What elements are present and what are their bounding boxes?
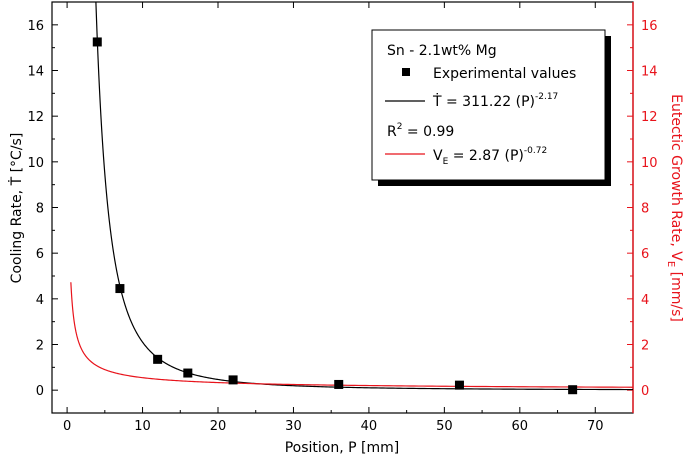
- experimental-point: [334, 379, 344, 389]
- x-tick-label: 50: [436, 419, 453, 434]
- y-left-axis-ticks: 0 2 4 6 8 10 12 14 16: [27, 19, 58, 399]
- legend-label-cooling-fit: Ṫ = 311.22 (P)-2.17: [432, 92, 558, 110]
- y-left-tick-label: 0: [36, 384, 44, 399]
- y-left-tick-label: 4: [36, 293, 44, 308]
- experimental-point: [153, 354, 163, 364]
- x-axis-title: Position, P [mm]: [285, 440, 400, 456]
- legend-r-squared: R2 = 0.99: [387, 122, 454, 140]
- legend-marker-experimental: [402, 68, 410, 76]
- y-left-tick-label: 10: [27, 156, 44, 171]
- y-right-tick-label: 2: [641, 339, 649, 354]
- y-right-tick-label: 16: [641, 19, 658, 34]
- x-tick-label: 0: [63, 419, 71, 434]
- legend: Sn - 2.1wt% Mg Experimental values Ṫ = 3…: [371, 29, 611, 186]
- x-axis-ticks: 0 10 20 30 40 50 60 70: [63, 2, 604, 434]
- experimental-markers: [92, 37, 578, 395]
- y-left-tick-label: 2: [36, 339, 44, 354]
- x-tick-label: 70: [587, 419, 604, 434]
- x-tick-label: 20: [210, 419, 227, 434]
- x-tick-label: 10: [134, 419, 151, 434]
- experimental-point: [183, 368, 193, 378]
- y-right-tick-label: 6: [641, 247, 649, 262]
- x-tick-label: 40: [361, 419, 378, 434]
- y-left-tick-label: 6: [36, 247, 44, 262]
- y-left-tick-label: 16: [27, 19, 44, 34]
- y-left-tick-label: 8: [36, 202, 44, 217]
- experimental-point: [454, 380, 464, 390]
- y-left-axis-title: Cooling Rate, Ṫ [°C/s]: [7, 133, 25, 284]
- y-right-tick-label: 14: [641, 65, 658, 80]
- legend-title: Sn - 2.1wt% Mg: [387, 43, 497, 59]
- y-right-tick-label: 12: [641, 110, 658, 125]
- y-left-tick-label: 12: [27, 110, 44, 125]
- y-right-tick-label: 10: [641, 156, 658, 171]
- y-right-axis-title: Eutectic Growth Rate, VE [mm/s]: [665, 94, 684, 322]
- y-right-tick-label: 4: [641, 293, 649, 308]
- y-right-tick-label: 8: [641, 202, 649, 217]
- x-tick-label: 60: [512, 419, 529, 434]
- legend-label-experimental: Experimental values: [433, 66, 576, 82]
- growth-rate-fit-line: [70, 282, 633, 388]
- x-tick-label: 30: [285, 419, 302, 434]
- legend-label-growth-fit: VE = 2.87 (P)-0.72: [433, 146, 547, 167]
- experimental-point: [92, 37, 102, 47]
- y-right-tick-label: 0: [641, 384, 649, 399]
- y-right-axis-ticks: 0 2 4 6 8 10 12 14 16: [627, 19, 658, 399]
- experimental-point: [228, 375, 238, 385]
- y-left-tick-label: 14: [27, 65, 44, 80]
- legend-box: [371, 29, 606, 181]
- experimental-point: [115, 284, 125, 294]
- experimental-point: [568, 385, 578, 395]
